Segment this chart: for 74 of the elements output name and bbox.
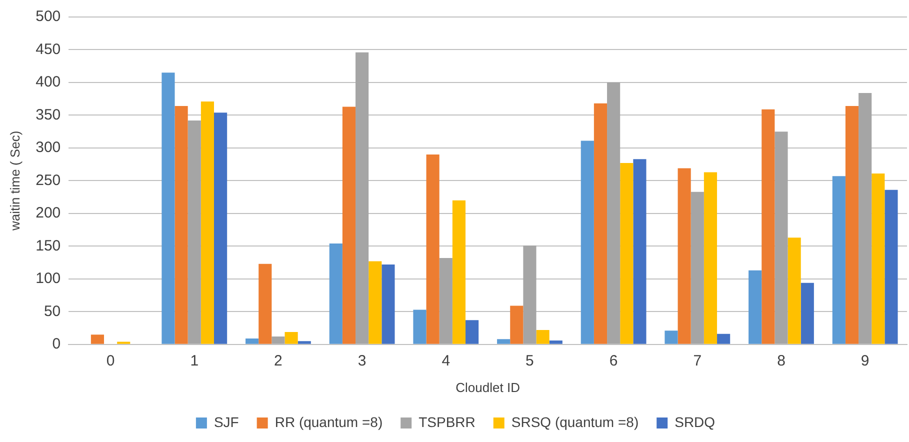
bar	[329, 244, 342, 344]
bar	[832, 176, 846, 344]
legend-label: SJF	[214, 414, 239, 430]
bar	[284, 332, 298, 344]
bar	[664, 330, 678, 344]
bar	[748, 270, 762, 344]
bar	[466, 320, 479, 344]
bar	[523, 246, 536, 344]
bar	[258, 264, 272, 344]
bar	[497, 339, 510, 344]
x-tick-label: 6	[609, 352, 618, 370]
y-tick-label: 0	[52, 336, 61, 353]
bar	[536, 330, 550, 344]
bar	[356, 52, 369, 344]
legend-label: SRSQ (quantum =8)	[511, 414, 639, 430]
x-tick-label: 1	[190, 352, 199, 370]
bar	[845, 106, 859, 344]
y-tick-label: 50	[44, 302, 61, 320]
bar	[382, 264, 395, 344]
y-tick-label: 200	[36, 204, 61, 222]
x-axis-title: Cloudlet ID	[456, 380, 520, 395]
legend-label: SRDQ	[674, 414, 716, 430]
bar	[858, 92, 872, 344]
bar	[510, 306, 524, 344]
bar	[704, 172, 718, 344]
bar	[633, 159, 646, 344]
bar	[342, 106, 356, 344]
x-tick-label: 8	[777, 352, 786, 370]
bar	[426, 154, 440, 344]
bar	[214, 112, 228, 344]
y-tick-label: 450	[36, 40, 61, 58]
x-tick-label: 4	[442, 352, 450, 370]
x-tick-label: 2	[274, 352, 282, 370]
legend-label: TSPBRR	[418, 414, 476, 430]
x-tick-label: 3	[358, 352, 366, 370]
y-tick-label: 500	[36, 8, 61, 26]
bar	[188, 120, 201, 344]
bar	[246, 338, 259, 344]
bar	[90, 334, 104, 344]
bar	[607, 82, 620, 344]
bar	[717, 334, 730, 344]
bar	[298, 341, 311, 344]
y-tick-label: 250	[36, 172, 61, 189]
y-tick-label: 300	[36, 139, 61, 156]
bar	[594, 103, 608, 344]
bar	[413, 310, 426, 344]
x-tick-label: 0	[106, 352, 115, 370]
bar	[678, 168, 691, 344]
bar	[788, 238, 801, 344]
bar	[774, 132, 788, 344]
bar	[549, 340, 562, 344]
bar	[368, 261, 382, 344]
bar	[620, 163, 634, 344]
bar	[439, 258, 452, 344]
y-tick-label: 400	[36, 74, 61, 91]
y-axis-title: waitin time ( Sec)	[7, 130, 22, 232]
bar	[690, 192, 704, 344]
x-tick-label: 9	[860, 352, 870, 370]
y-tick-label: 100	[36, 270, 61, 288]
bar	[452, 200, 466, 344]
x-tick-label: 5	[526, 352, 534, 370]
legend-label: RR (quantum =8)	[274, 414, 383, 430]
bar	[580, 140, 594, 344]
x-tick-label: 7	[693, 352, 702, 370]
bar	[200, 101, 214, 344]
bar	[272, 336, 285, 344]
bar	[174, 106, 188, 344]
y-tick-label: 150	[36, 237, 61, 254]
y-tick-label: 350	[36, 106, 61, 124]
bar	[872, 173, 885, 344]
bar	[800, 282, 814, 344]
bar	[762, 109, 775, 344]
bar	[884, 190, 898, 344]
bar	[162, 72, 175, 344]
